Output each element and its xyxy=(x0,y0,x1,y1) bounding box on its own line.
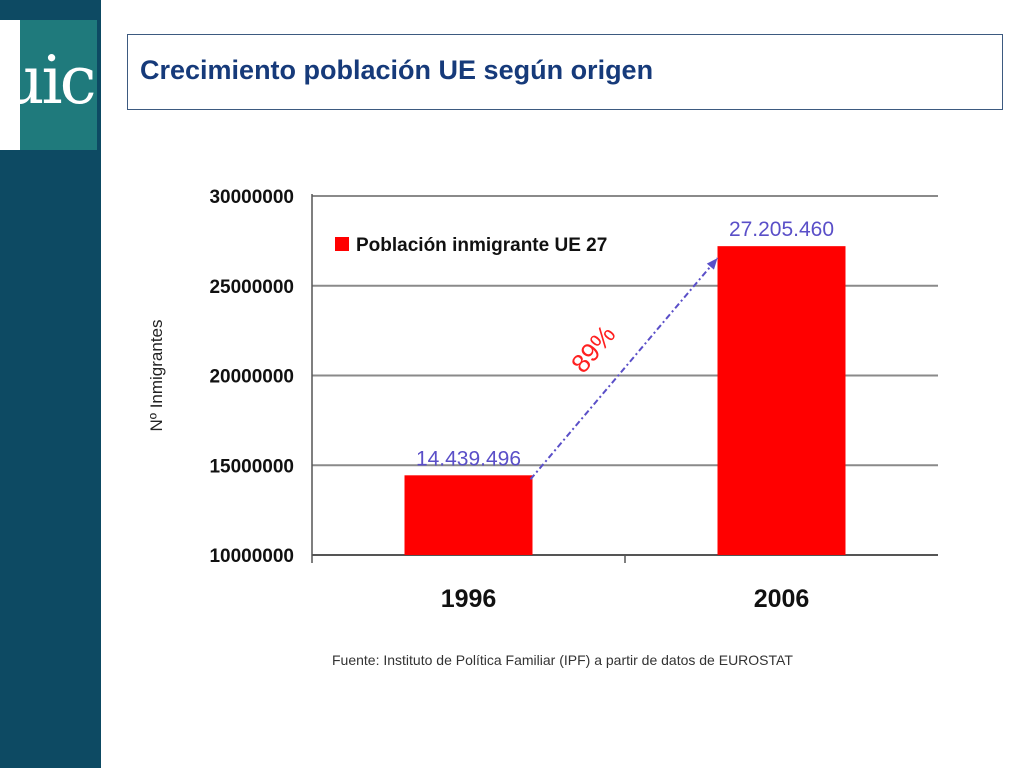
growth-arrow xyxy=(529,257,719,480)
logo-text: uic xyxy=(2,42,97,119)
legend-swatch xyxy=(335,237,349,251)
x-tick-label: 2006 xyxy=(754,585,810,613)
data-label-1996: 14.439.496 xyxy=(416,447,521,470)
source-note: Fuente: Instituto de Política Familiar (… xyxy=(332,652,793,668)
chart-container: 10000000 15000000 20000000 25000000 30000000… xyxy=(140,170,955,700)
growth-annotation: 89% xyxy=(565,319,622,378)
y-tick-label: 25000000 xyxy=(209,277,294,298)
bar-1996 xyxy=(404,475,533,555)
y-tick-label: 15000000 xyxy=(209,456,294,477)
y-axis-title: Nº Inmigrantes xyxy=(147,319,166,431)
bar-chart: 10000000 15000000 20000000 25000000 30000000… xyxy=(147,187,938,668)
logo-white-strip xyxy=(0,20,20,150)
y-tick-label: 20000000 xyxy=(209,367,294,388)
data-label-2006: 27.205.460 xyxy=(729,218,834,241)
legend-label: Población inmigrante UE 27 xyxy=(356,235,607,256)
slide-title: Crecimiento población UE según origen xyxy=(140,55,654,85)
growth-arrow-head xyxy=(706,258,718,270)
y-tick-label: 10000000 xyxy=(209,546,294,567)
title-box: Crecimiento población UE según origen xyxy=(127,34,1003,110)
bar-2006 xyxy=(717,246,846,555)
x-tick-label: 1996 xyxy=(441,585,497,613)
y-tick-label: 30000000 xyxy=(209,187,294,208)
uic-logo: uic xyxy=(0,20,97,150)
